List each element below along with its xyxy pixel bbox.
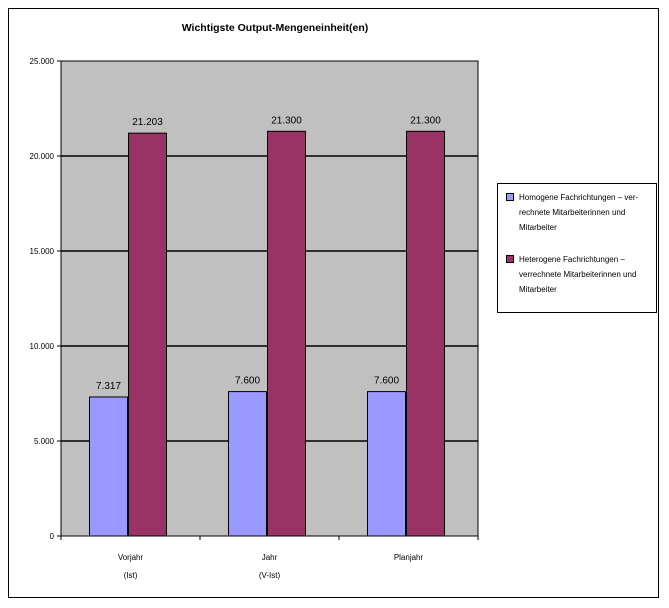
legend: Homogene Fachrichtungen – ver-rechnete M… (497, 183, 657, 313)
bar (267, 130, 306, 537)
x-tick-label: (Ist) (124, 571, 138, 580)
legend-label-homogene: Homogene Fachrichtungen – ver-rechnete M… (519, 193, 639, 232)
x-tick-label: Planjahr (394, 553, 424, 562)
y-tick-label: 10.000 (30, 342, 55, 351)
data-label: 7.600 (374, 376, 399, 387)
y-tick-label: 20.000 (30, 152, 55, 161)
y-tick-label: 15.000 (30, 247, 55, 256)
x-tick-label: (V-Ist) (259, 571, 281, 580)
x-tick-label: Jahr (262, 553, 278, 562)
bar (89, 396, 128, 537)
data-label: 7.317 (96, 381, 121, 392)
legend-label-heterogene: Heterogene Fachrichtungen – verrechnete … (519, 255, 637, 294)
bar (406, 130, 445, 537)
x-tick-label: Vorjahr (118, 553, 144, 562)
bar (367, 391, 406, 537)
bar (128, 132, 167, 537)
bar (228, 391, 267, 537)
plot-area: 0 5.000 10.000 15.000 20.000 25.000 7.317 21.20… (30, 57, 479, 580)
y-tick-label: 5.000 (34, 437, 55, 446)
y-tick-label: 25.000 (30, 57, 55, 66)
chart-title: Wichtigste Output-Mengeneinheit(en) (182, 22, 369, 34)
data-label: 7.600 (235, 376, 260, 387)
data-label: 21.203 (132, 117, 163, 128)
data-label: 21.300 (410, 115, 441, 126)
y-tick-label: 0 (50, 532, 55, 541)
data-label: 21.300 (271, 115, 302, 126)
legend-swatch-heterogene (506, 255, 514, 263)
legend-swatch-homogene (506, 193, 514, 201)
